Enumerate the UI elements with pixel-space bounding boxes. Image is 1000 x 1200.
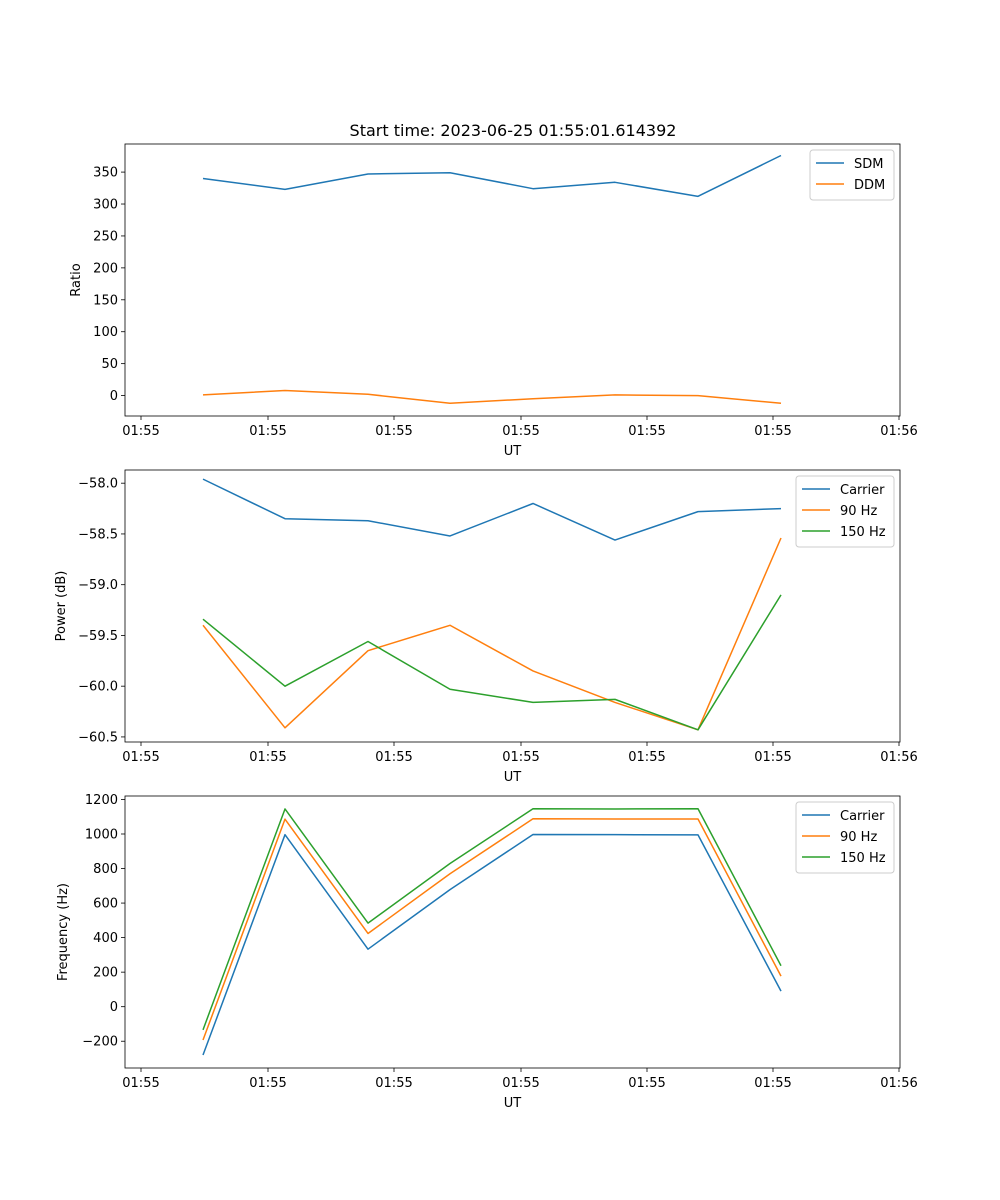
y-tick-label: 0 (110, 1000, 118, 1015)
y-tick-label: 250 (93, 229, 118, 244)
x-tick-label: 01:55 (502, 1076, 539, 1091)
legend-box (795, 475, 895, 548)
plot-frame (124, 143, 901, 417)
y-tick-label: 350 (93, 166, 118, 181)
y-axis-label: Frequency (Hz) (56, 883, 71, 981)
legend-entry: Carrier (840, 809, 885, 824)
chart-title: Start time: 2023-06-25 01:55:01.614392 (350, 121, 677, 140)
x-tick-label: 01:56 (880, 1076, 917, 1091)
frequency-panel: 01:55 01:55 01:55 01:55 01:55 01:55 01:56 −200 0… (56, 793, 918, 1111)
power-panel: 01:55 01:55 01:55 01:55 01:55 01:55 01:56 −60.5… (54, 469, 918, 785)
x-tick-label: 01:55 (122, 424, 159, 439)
y-tick-label: 100 (93, 325, 118, 340)
x-tick-label: 01:55 (502, 750, 539, 765)
plot-frame (124, 469, 901, 743)
ratio-panel: 01:55 01:55 01:55 01:55 01:55 01:55 01:56 0 50 10… (69, 143, 918, 459)
plot-frame (124, 795, 901, 1069)
legend: SDM DDM (809, 149, 895, 201)
legend-entry: SDM (854, 157, 883, 172)
y-axis-label: Ratio (69, 263, 84, 296)
legend-entry: 150 Hz (840, 851, 886, 866)
series-line-90-hz (202, 818, 782, 1041)
y-tick-label: 600 (93, 897, 118, 912)
x-tick-label: 01:55 (375, 424, 412, 439)
legend: Carrier 90 Hz 150 Hz (795, 801, 895, 874)
y-axis-label: Power (dB) (54, 571, 69, 642)
series-line-150-hz (202, 594, 782, 731)
x-tick-label: 01:55 (628, 750, 665, 765)
y-tick-label: 1200 (85, 793, 118, 808)
y-tick-label: 150 (93, 293, 118, 308)
y-tick-label: −58.0 (78, 477, 118, 492)
y-tick-label: 1000 (85, 827, 118, 842)
x-tick-label: 01:55 (249, 1076, 286, 1091)
y-tick-label: 0 (110, 389, 118, 404)
legend-entry: 90 Hz (840, 830, 877, 845)
y-tick-label: −58.5 (78, 527, 118, 542)
series-line-150-hz (202, 808, 782, 1031)
x-tick-label: 01:55 (502, 424, 539, 439)
x-tick-label: 01:55 (754, 1076, 791, 1091)
y-tick-label: −200 (82, 1035, 118, 1050)
legend-entry: Carrier (840, 483, 885, 498)
series-line-90-hz (202, 537, 782, 731)
legend-entry: 90 Hz (840, 504, 877, 519)
x-tick-label: 01:55 (122, 750, 159, 765)
x-tick-label: 01:55 (754, 424, 791, 439)
x-axis-label: UT (504, 1096, 522, 1111)
y-tick-label: −60.0 (78, 680, 118, 695)
x-tick-label: 01:55 (628, 1076, 665, 1091)
x-tick-label: 01:55 (628, 424, 665, 439)
x-axis-label: UT (504, 444, 522, 459)
y-tick-label: 200 (93, 966, 118, 981)
legend: Carrier 90 Hz 150 Hz (795, 475, 895, 548)
series-line-carrier (202, 478, 782, 541)
x-tick-label: 01:56 (880, 424, 917, 439)
legend-entry: 150 Hz (840, 525, 886, 540)
y-tick-label: 800 (93, 862, 118, 877)
legend-box (795, 801, 895, 874)
x-axis-label: UT (504, 770, 522, 785)
x-tick-label: 01:55 (375, 750, 412, 765)
y-tick-label: −59.5 (78, 629, 118, 644)
legend-entry: DDM (854, 178, 885, 193)
y-tick-label: −60.5 (78, 730, 118, 745)
series-line-carrier (202, 833, 782, 1056)
x-tick-label: 01:55 (122, 1076, 159, 1091)
x-tick-label: 01:55 (249, 424, 286, 439)
x-tick-label: 01:55 (249, 750, 286, 765)
y-tick-label: −59.0 (78, 578, 118, 593)
x-tick-label: 01:55 (754, 750, 791, 765)
y-tick-label: 200 (93, 261, 118, 276)
x-tick-label: 01:56 (880, 750, 917, 765)
y-tick-label: 300 (93, 198, 118, 213)
y-tick-label: 50 (101, 357, 118, 372)
y-tick-label: 400 (93, 931, 118, 946)
series-line-sdm (202, 154, 782, 198)
x-tick-label: 01:55 (375, 1076, 412, 1091)
series-line-ddm (202, 389, 782, 404)
